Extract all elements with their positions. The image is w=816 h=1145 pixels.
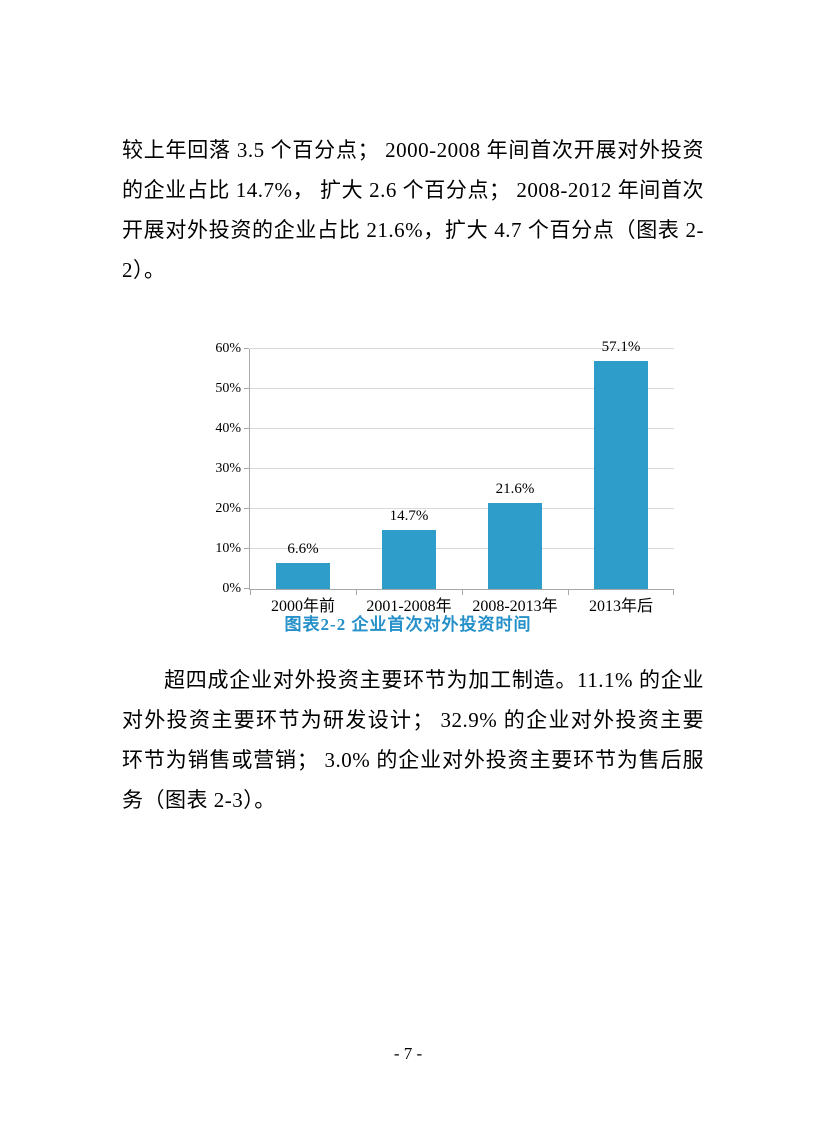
bar-value-label: 14.7% bbox=[389, 508, 429, 525]
bar-value-label: 57.1% bbox=[601, 338, 641, 355]
y-axis-tick-label: 30% bbox=[215, 461, 241, 476]
chart-bar bbox=[382, 530, 436, 589]
y-axis-tick bbox=[244, 388, 249, 389]
y-axis-tick-label: 40% bbox=[215, 421, 241, 436]
page-number: - 7 - bbox=[393, 1044, 423, 1063]
x-axis-category-label: 2001-2008年 bbox=[366, 598, 452, 615]
y-axis-tick bbox=[244, 348, 249, 349]
x-axis-tick bbox=[673, 590, 674, 595]
chart-gridline bbox=[250, 508, 674, 509]
y-axis-tick-label: 20% bbox=[215, 501, 241, 516]
chart-gridline bbox=[250, 548, 674, 549]
body-paragraph-1: 较上年回落 3.5 个百分点； 2000-2008 年间首次开展对外投资的企业占… bbox=[122, 138, 704, 282]
bar-chart: 0% 10% 20% 30% 40% 50% 60% 6.6% 2000年前 14.7% 2001-… bbox=[215, 339, 674, 615]
y-axis-tick bbox=[244, 428, 249, 429]
chart-plot-area: 0% 10% 20% 30% 40% 50% 60% 6.6% 2000年前 14.7% 2001-… bbox=[215, 339, 674, 615]
x-axis-tick bbox=[250, 590, 251, 595]
x-axis-line bbox=[249, 589, 674, 590]
chart-caption: 图表2-2 企业首次对外投资时间 bbox=[284, 615, 532, 634]
x-axis-category-label: 2008-2013年 bbox=[472, 598, 558, 615]
y-axis-tick-label: 60% bbox=[215, 341, 241, 356]
chart-bar bbox=[488, 502, 542, 589]
bar-value-label: 21.6% bbox=[495, 480, 535, 497]
chart-gridline bbox=[250, 388, 674, 389]
x-axis-category-label: 2013年后 bbox=[588, 598, 654, 615]
body-paragraph-2: 超四成企业对外投资主要环节为加工制造。11.1% 的企业对外投资主要环节为研发设… bbox=[122, 668, 704, 812]
y-axis-tick-label: 10% bbox=[215, 541, 241, 556]
y-axis-tick-label: 50% bbox=[215, 381, 241, 396]
bar-value-label: 6.6% bbox=[287, 540, 319, 557]
chart-bar bbox=[594, 360, 648, 589]
y-axis-line bbox=[249, 349, 250, 589]
x-axis-tick bbox=[462, 590, 463, 595]
chart-bar bbox=[276, 562, 330, 589]
y-axis-tick-label: 0% bbox=[222, 581, 241, 596]
y-axis-tick bbox=[244, 508, 249, 509]
y-axis-tick bbox=[244, 468, 249, 469]
chart-gridline bbox=[250, 468, 674, 469]
chart-gridline bbox=[250, 348, 674, 349]
y-axis-tick bbox=[244, 588, 249, 589]
chart-gridline bbox=[250, 428, 674, 429]
y-axis-tick bbox=[244, 548, 249, 549]
x-axis-category-label: 2000年前 bbox=[270, 598, 336, 615]
x-axis-tick bbox=[568, 590, 569, 595]
x-axis-tick bbox=[356, 590, 357, 595]
